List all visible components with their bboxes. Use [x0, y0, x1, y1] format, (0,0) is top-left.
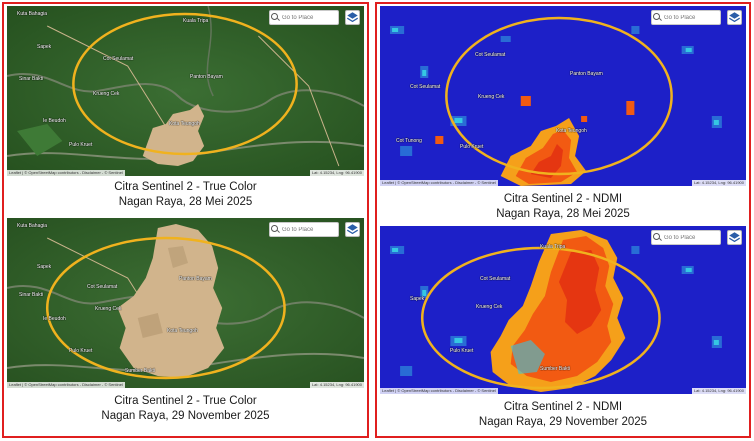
place-label: Kota Teungoh: [169, 121, 200, 127]
search-input[interactable]: [651, 230, 721, 245]
place-label: Kuala Tripa: [540, 244, 566, 250]
true-color-may-panel: Kuta Bahagia Sapek Cot Seulamat Sinar Ba…: [7, 6, 364, 216]
layers-icon: [728, 232, 741, 243]
place-label: Pulo Kruet: [460, 144, 484, 150]
layers-icon: [346, 224, 359, 235]
ndmi-image: [380, 6, 746, 186]
search-icon[interactable]: [271, 13, 278, 20]
cursor-coordinates: Lat: 4.15234, Lng: 96.41900: [309, 170, 364, 176]
place-label: Pulo Kruet: [69, 348, 93, 354]
layers-icon: [346, 12, 359, 23]
place-label: Sumber Bakti: [125, 368, 156, 374]
search-icon[interactable]: [653, 13, 660, 20]
place-label: Sumber Bakti: [540, 366, 571, 372]
map-attribution[interactable]: Leaflet | © OpenStreetMap contributors -…: [380, 180, 498, 186]
place-label: Cot Seulamat: [475, 52, 506, 58]
ndmi-nov-map[interactable]: Sapek Cot Seulamat Kuala Tripa Krueng Ce…: [380, 226, 746, 394]
area-of-interest-ellipse: [72, 12, 298, 156]
place-label: Kuala Tripa: [183, 18, 209, 24]
true-color-frame: Kuta Bahagia Sapek Cot Seulamat Sinar Ba…: [2, 2, 369, 438]
place-label: Pulo Kruet: [450, 348, 474, 354]
place-label: Krueng Cek: [476, 304, 503, 310]
place-label: Sapek: [37, 44, 52, 50]
place-label: Kota Teungoh: [167, 328, 198, 334]
place-label: Kota Teungoh: [556, 128, 587, 134]
place-label: Kuta Bahagia: [17, 223, 48, 229]
place-label: Panton Bayam: [570, 71, 603, 77]
satellite-image: [7, 6, 364, 176]
place-label: Kuta Bahagia: [17, 11, 48, 17]
layers-button[interactable]: [345, 222, 360, 237]
place-label: Sinar Bakti: [19, 76, 44, 82]
search-input[interactable]: [269, 222, 339, 237]
place-label: Krueng Cek: [95, 306, 122, 312]
true-color-may-map[interactable]: Kuta Bahagia Sapek Cot Seulamat Sinar Ba…: [7, 6, 364, 176]
ndmi-image: [380, 226, 746, 394]
layers-button[interactable]: [345, 10, 360, 25]
place-label: Cot Seulamat: [87, 284, 118, 290]
panel-caption: Citra Sentinel 2 - NDMI Nagan Raya, 28 M…: [380, 192, 746, 222]
place-label: Panton Bayam: [190, 74, 223, 80]
area-of-interest-ellipse: [45, 236, 286, 380]
area-of-interest-ellipse: [420, 246, 661, 390]
map-attribution[interactable]: Leaflet | © OpenStreetMap contributors -…: [380, 388, 498, 394]
place-label: Cot Seulamat: [480, 276, 511, 282]
place-label: Sinar Bakti: [19, 292, 44, 298]
caption-subtitle: Nagan Raya, 28 Mei 2025: [118, 196, 253, 208]
panel-caption: Citra Sentinel 2 - True Color Nagan Raya…: [7, 394, 364, 424]
caption-subtitle: Nagan Raya, 28 Mei 2025: [496, 208, 630, 220]
caption-title: Citra Sentinel 2 - True Color: [114, 181, 257, 193]
place-label: Pulo Kruet: [69, 142, 93, 148]
place-label: Krueng Cek: [478, 94, 505, 100]
ndmi-frame: Cot Seulamat Cot Seulamat Panton Bayam K…: [375, 2, 751, 438]
ndmi-may-map[interactable]: Cot Seulamat Cot Seulamat Panton Bayam K…: [380, 6, 746, 186]
layers-button[interactable]: [727, 230, 742, 245]
panel-caption: Citra Sentinel 2 - True Color Nagan Raya…: [7, 180, 364, 210]
place-label: Sapek: [410, 296, 425, 302]
place-label: Ie Beudoh: [43, 118, 66, 124]
search-input[interactable]: [269, 10, 339, 25]
caption-title: Citra Sentinel 2 - NDMI: [503, 193, 623, 205]
satellite-image: [7, 218, 364, 388]
cursor-coordinates: Lat: 4.15234, Lng: 96.41900: [691, 180, 746, 186]
layers-button[interactable]: [727, 10, 742, 25]
place-label: Cot Tunong: [396, 138, 422, 144]
caption-title: Citra Sentinel 2 - True Color: [114, 395, 257, 407]
place-label: Sapek: [37, 264, 52, 270]
place-label: Panton Bayam: [179, 276, 212, 282]
search-icon[interactable]: [653, 233, 660, 240]
ndmi-may-panel: Cot Seulamat Cot Seulamat Panton Bayam K…: [380, 6, 746, 222]
search-icon[interactable]: [271, 225, 278, 232]
panel-caption: Citra Sentinel 2 - NDMI Nagan Raya, 29 N…: [380, 400, 746, 430]
map-attribution[interactable]: Leaflet | © OpenStreetMap contributors -…: [7, 382, 125, 388]
caption-subtitle: Nagan Raya, 29 November 2025: [478, 416, 648, 428]
cursor-coordinates: Lat: 4.15234, Lng: 96.41900: [691, 388, 746, 394]
cursor-coordinates: Lat: 4.15234, Lng: 96.41900: [309, 382, 364, 388]
search-input[interactable]: [651, 10, 721, 25]
layers-icon: [728, 12, 741, 23]
map-attribution[interactable]: Leaflet | © OpenStreetMap contributors -…: [7, 170, 125, 176]
true-color-nov-map[interactable]: Kuta Bahagia Sapek Cot Seulamat Sinar Ba…: [7, 218, 364, 388]
ndmi-nov-panel: Sapek Cot Seulamat Kuala Tripa Krueng Ce…: [380, 226, 746, 434]
place-label: Ie Beudoh: [43, 316, 66, 322]
caption-title: Citra Sentinel 2 - NDMI: [503, 401, 623, 413]
caption-subtitle: Nagan Raya, 29 November 2025: [101, 410, 270, 422]
place-label: Cot Seulamat: [103, 56, 134, 62]
true-color-nov-panel: Kuta Bahagia Sapek Cot Seulamat Sinar Ba…: [7, 218, 364, 434]
place-label: Cot Seulamat: [410, 84, 441, 90]
place-label: Krueng Cek: [93, 91, 120, 97]
area-of-interest-ellipse: [445, 16, 673, 176]
